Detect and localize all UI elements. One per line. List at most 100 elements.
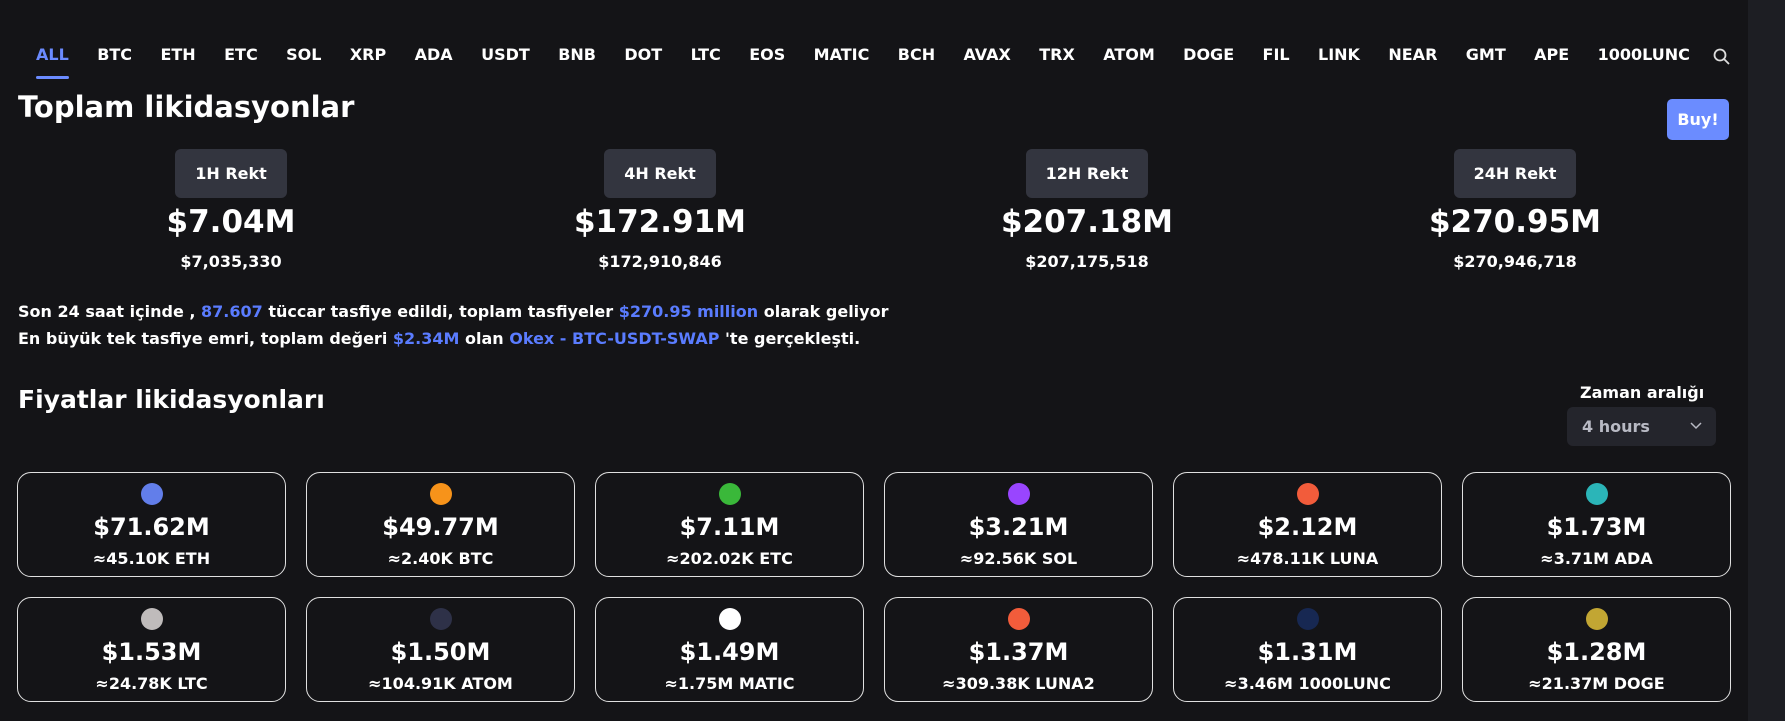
rekt-full: $207,175,518: [1025, 252, 1149, 271]
coin-icon: [1585, 608, 1608, 630]
highlight: 87.607: [201, 302, 263, 321]
tab[interactable]: 1000LUNC: [1597, 45, 1690, 64]
coin-icon: [429, 608, 452, 630]
card-amount: ≈104.91K ATOM: [368, 674, 513, 693]
card-value: $49.77M: [382, 513, 499, 541]
summary-text: olan: [465, 329, 504, 348]
coin-card: $49.77M ≈2.40K BTC: [306, 472, 575, 577]
card-value: $1.31M: [1257, 638, 1358, 666]
rekt-full: $172,910,846: [598, 252, 722, 271]
rekt-label: 1H Rekt: [175, 149, 287, 198]
coin-icon: [429, 483, 452, 505]
coin-card: $1.28M ≈21.37M DOGE: [1462, 597, 1731, 702]
rekt-label: 24H Rekt: [1453, 149, 1577, 198]
tab[interactable]: NEAR: [1388, 45, 1438, 64]
card-value: $2.12M: [1257, 513, 1358, 541]
tab[interactable]: TRX: [1039, 45, 1075, 64]
tab[interactable]: LINK: [1318, 45, 1360, 64]
tab[interactable]: DOGE: [1183, 45, 1235, 64]
search-icon[interactable]: [1712, 47, 1732, 67]
highlight: $2.34M: [392, 329, 460, 348]
tab[interactable]: ATOM: [1103, 45, 1155, 64]
card-value: $3.21M: [968, 513, 1069, 541]
rekt-full: $7,035,330: [180, 252, 282, 271]
rekt-value: $207.18M: [1000, 204, 1174, 240]
rekt-value: $7.04M: [166, 204, 296, 240]
tab[interactable]: ADA: [414, 45, 453, 64]
coin-icon: [1007, 483, 1030, 505]
tab[interactable]: EOS: [749, 45, 786, 64]
rekt-stat: 24H Rekt $270.95M $270,946,718: [1365, 149, 1665, 271]
tab[interactable]: MATIC: [813, 45, 870, 64]
rekt-label: 12H Rekt: [1025, 149, 1149, 198]
card-value: $1.73M: [1546, 513, 1647, 541]
coin-icon: [718, 483, 741, 505]
tab[interactable]: APE: [1534, 45, 1570, 64]
card-value: $1.53M: [101, 638, 202, 666]
card-value: $1.50M: [390, 638, 491, 666]
range-label: Zaman aralığı: [1580, 383, 1705, 402]
tab[interactable]: ETH: [160, 45, 196, 64]
coin-card: $1.37M ≈309.38K LUNA2: [884, 597, 1153, 702]
card-amount: ≈478.11K LUNA: [1236, 549, 1379, 568]
tab[interactable]: ETC: [224, 45, 258, 64]
tab[interactable]: XRP: [349, 45, 387, 64]
coin-icon: [1296, 483, 1319, 505]
card-amount: ≈3.46M 1000LUNC: [1224, 674, 1391, 693]
coin-card: $7.11M ≈202.02K ETC: [595, 472, 864, 577]
coin-card: $3.21M ≈92.56K SOL: [884, 472, 1153, 577]
card-amount: ≈2.40K BTC: [387, 549, 494, 568]
coin-card: $1.73M ≈3.71M ADA: [1462, 472, 1731, 577]
coin-icon: [1585, 483, 1608, 505]
tab[interactable]: USDT: [481, 45, 530, 64]
rekt-stat: 1H Rekt $7.04M $7,035,330: [81, 149, 381, 271]
coin-icon: [1296, 608, 1319, 630]
summary-text: olarak geliyor: [763, 302, 889, 321]
tab[interactable]: BCH: [897, 45, 936, 64]
summary-text: En büyük tek tasfiye emri, toplam değeri: [18, 329, 388, 348]
tab[interactable]: GMT: [1465, 45, 1506, 64]
tab[interactable]: FIL: [1262, 45, 1290, 64]
summary-line: Son 24 saat içinde , 87.607 tüccar tasfi…: [18, 302, 888, 321]
rekt-value: $172.91M: [573, 204, 747, 240]
coin-icon: [718, 608, 741, 630]
tab[interactable]: ALL: [36, 45, 69, 79]
coin-card: $1.49M ≈1.75M MATIC: [595, 597, 864, 702]
card-value: $71.62M: [93, 513, 210, 541]
card-value: $7.11M: [679, 513, 780, 541]
rekt-full: $270,946,718: [1453, 252, 1577, 271]
summary-line: En büyük tek tasfiye emri, toplam değeri…: [18, 329, 860, 348]
card-amount: ≈21.37M DOGE: [1528, 674, 1665, 693]
card-value: $1.28M: [1546, 638, 1647, 666]
range-select[interactable]: 4 hours: [1567, 407, 1716, 446]
summary-text: Son 24 saat içinde ,: [18, 302, 196, 321]
scrollbar: [1748, 0, 1785, 721]
coin-card: $1.31M ≈3.46M 1000LUNC: [1173, 597, 1442, 702]
tab[interactable]: DOT: [624, 45, 663, 64]
card-amount: ≈1.75M MATIC: [664, 674, 795, 693]
card-amount: ≈24.78K LTC: [95, 674, 208, 693]
card-amount: ≈309.38K LUNA2: [942, 674, 1095, 693]
highlight: Okex - BTC-USDT-SWAP: [509, 329, 720, 348]
tab[interactable]: BTC: [97, 45, 133, 64]
card-amount: ≈92.56K SOL: [959, 549, 1078, 568]
summary-text: 'te gerçekleşti.: [725, 329, 861, 348]
title: Toplam likidasyonlar: [18, 90, 355, 124]
rekt-stat: 4H Rekt $172.91M $172,910,846: [510, 149, 810, 271]
coin-card: $1.50M ≈104.91K ATOM: [306, 597, 575, 702]
tab[interactable]: LTC: [690, 45, 721, 64]
coin-card: $2.12M ≈478.11K LUNA: [1173, 472, 1442, 577]
coin-icon: [140, 483, 163, 505]
summary-text: tüccar tasfiye edildi, toplam tasfiyeler: [268, 302, 614, 321]
tab[interactable]: BNB: [558, 45, 596, 64]
tab[interactable]: AVAX: [963, 45, 1011, 64]
card-amount: ≈45.10K ETH: [92, 549, 211, 568]
rekt-stat: 12H Rekt $207.18M $207,175,518: [937, 149, 1237, 271]
buy-button[interactable]: Buy!: [1667, 99, 1729, 140]
tab-bar: ALL BTC ETH ETC SOL XRP ADA USDT BNB DOT LTC EOS MAT…: [36, 45, 1690, 79]
highlight: $270.95 million: [618, 302, 759, 321]
card-amount: ≈202.02K ETC: [666, 549, 793, 568]
card-amount: ≈3.71M ADA: [1540, 549, 1653, 568]
tab[interactable]: SOL: [286, 45, 322, 64]
